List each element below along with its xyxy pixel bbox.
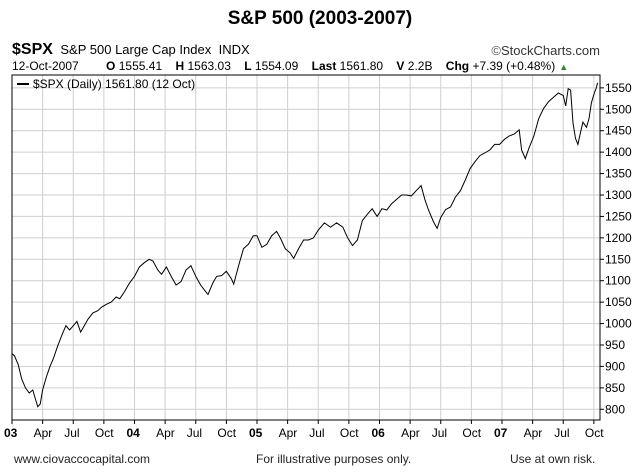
x-tick-label: 05	[249, 426, 263, 440]
y-tick-label: 1100	[605, 274, 631, 288]
x-tick-label: Apr	[401, 426, 420, 440]
x-tick-label: 07	[494, 426, 508, 440]
x-tick-label: Oct	[95, 426, 114, 440]
x-tick-label: 04	[127, 426, 141, 440]
y-tick-label: 1350	[605, 167, 632, 181]
y-tick-label: 1300	[605, 188, 632, 202]
x-tick-label: Apr	[34, 426, 53, 440]
quote-bar: 12-Oct-2007 O 1555.41 H 1563.03 L 1554.0…	[12, 59, 602, 75]
legend-label: $SPX (Daily) 1561.80 (12 Oct)	[33, 77, 195, 91]
x-tick-label: Jul	[64, 426, 79, 440]
y-tick-label: 1250	[605, 209, 632, 223]
up-arrow-icon: ▲	[559, 62, 569, 72]
last-label: Last	[311, 59, 337, 73]
y-tick-label: 1400	[605, 145, 632, 159]
low-label: L	[244, 59, 252, 73]
footer-disclaimer: For illustrative purposes only.	[256, 452, 412, 466]
footer-risk-note: Use at own risk.	[510, 452, 596, 466]
high-label: H	[175, 59, 185, 73]
volume-value: 2.2B	[407, 59, 433, 73]
x-tick-label: Jul	[309, 426, 324, 440]
high-value: 1563.03	[187, 59, 231, 73]
y-tick-label: 1150	[605, 252, 631, 266]
y-axis: 800 850 900 950 1000 1050 1100 1150 1200 1250 1300…	[600, 81, 632, 416]
y-tick-label: 950	[605, 338, 625, 352]
x-tick-label: Apr	[279, 426, 298, 440]
x-tick-label: Jul	[432, 426, 447, 440]
open-label: O	[106, 59, 116, 73]
x-tick-label: 03	[4, 426, 18, 440]
quote-date: 12-Oct-2007	[12, 59, 79, 73]
y-tick-label: 1000	[605, 317, 632, 331]
ticker-symbol: $SPX	[12, 41, 53, 58]
open-value: 1555.41	[118, 59, 163, 73]
y-tick-label: 850	[605, 381, 625, 395]
chart-header: $SPX S&P 500 Large Cap Index INDX ©Stock…	[12, 41, 600, 59]
change-label: Chg	[445, 59, 470, 73]
x-tick-label: Oct	[217, 426, 236, 440]
brand-logo-icon: ©	[491, 43, 502, 58]
x-tick-label: Oct	[340, 426, 359, 440]
y-tick-label: 1200	[605, 231, 632, 245]
y-tick-label: 900	[605, 359, 625, 373]
y-tick-label: 1500	[605, 102, 632, 116]
x-tick-label: Jul	[187, 426, 202, 440]
price-series-line	[11, 82, 599, 408]
x-axis: 03 Apr Jul Oct 04 Apr Jul Oct 05 Apr Jul Oct 06 Apr Ju…	[4, 420, 604, 440]
y-tick-label: 1050	[605, 295, 632, 309]
x-tick-label: 06	[372, 426, 386, 440]
x-tick-label: Apr	[156, 426, 175, 440]
x-tick-label: Oct	[585, 426, 604, 440]
index-name: S&P 500 Large Cap Index	[60, 42, 212, 57]
x-tick-label: Jul	[554, 426, 569, 440]
x-tick-label: Apr	[524, 426, 543, 440]
brand-name: StockCharts.com	[501, 43, 600, 58]
last-value: 1561.80	[339, 59, 384, 73]
y-tick-label: 1550	[605, 81, 632, 95]
exchange-code: INDX	[218, 42, 250, 57]
grid-lines	[11, 75, 600, 420]
volume-label: V	[396, 59, 405, 73]
change-value: +7.39 (+0.48%)	[472, 59, 556, 73]
legend: $SPX (Daily) 1561.80 (12 Oct)	[17, 77, 195, 91]
low-value: 1554.09	[254, 59, 299, 73]
y-tick-label: 1450	[605, 124, 632, 138]
chart-title: S&P 500 (2003-2007)	[227, 8, 413, 29]
x-tick-label: Oct	[462, 426, 481, 440]
brand-watermark: ©StockCharts.com	[491, 43, 600, 58]
plot-frame	[11, 74, 601, 421]
footer-website: www.ciovaccocapital.com	[14, 452, 151, 466]
y-tick-label: 800	[605, 402, 625, 416]
